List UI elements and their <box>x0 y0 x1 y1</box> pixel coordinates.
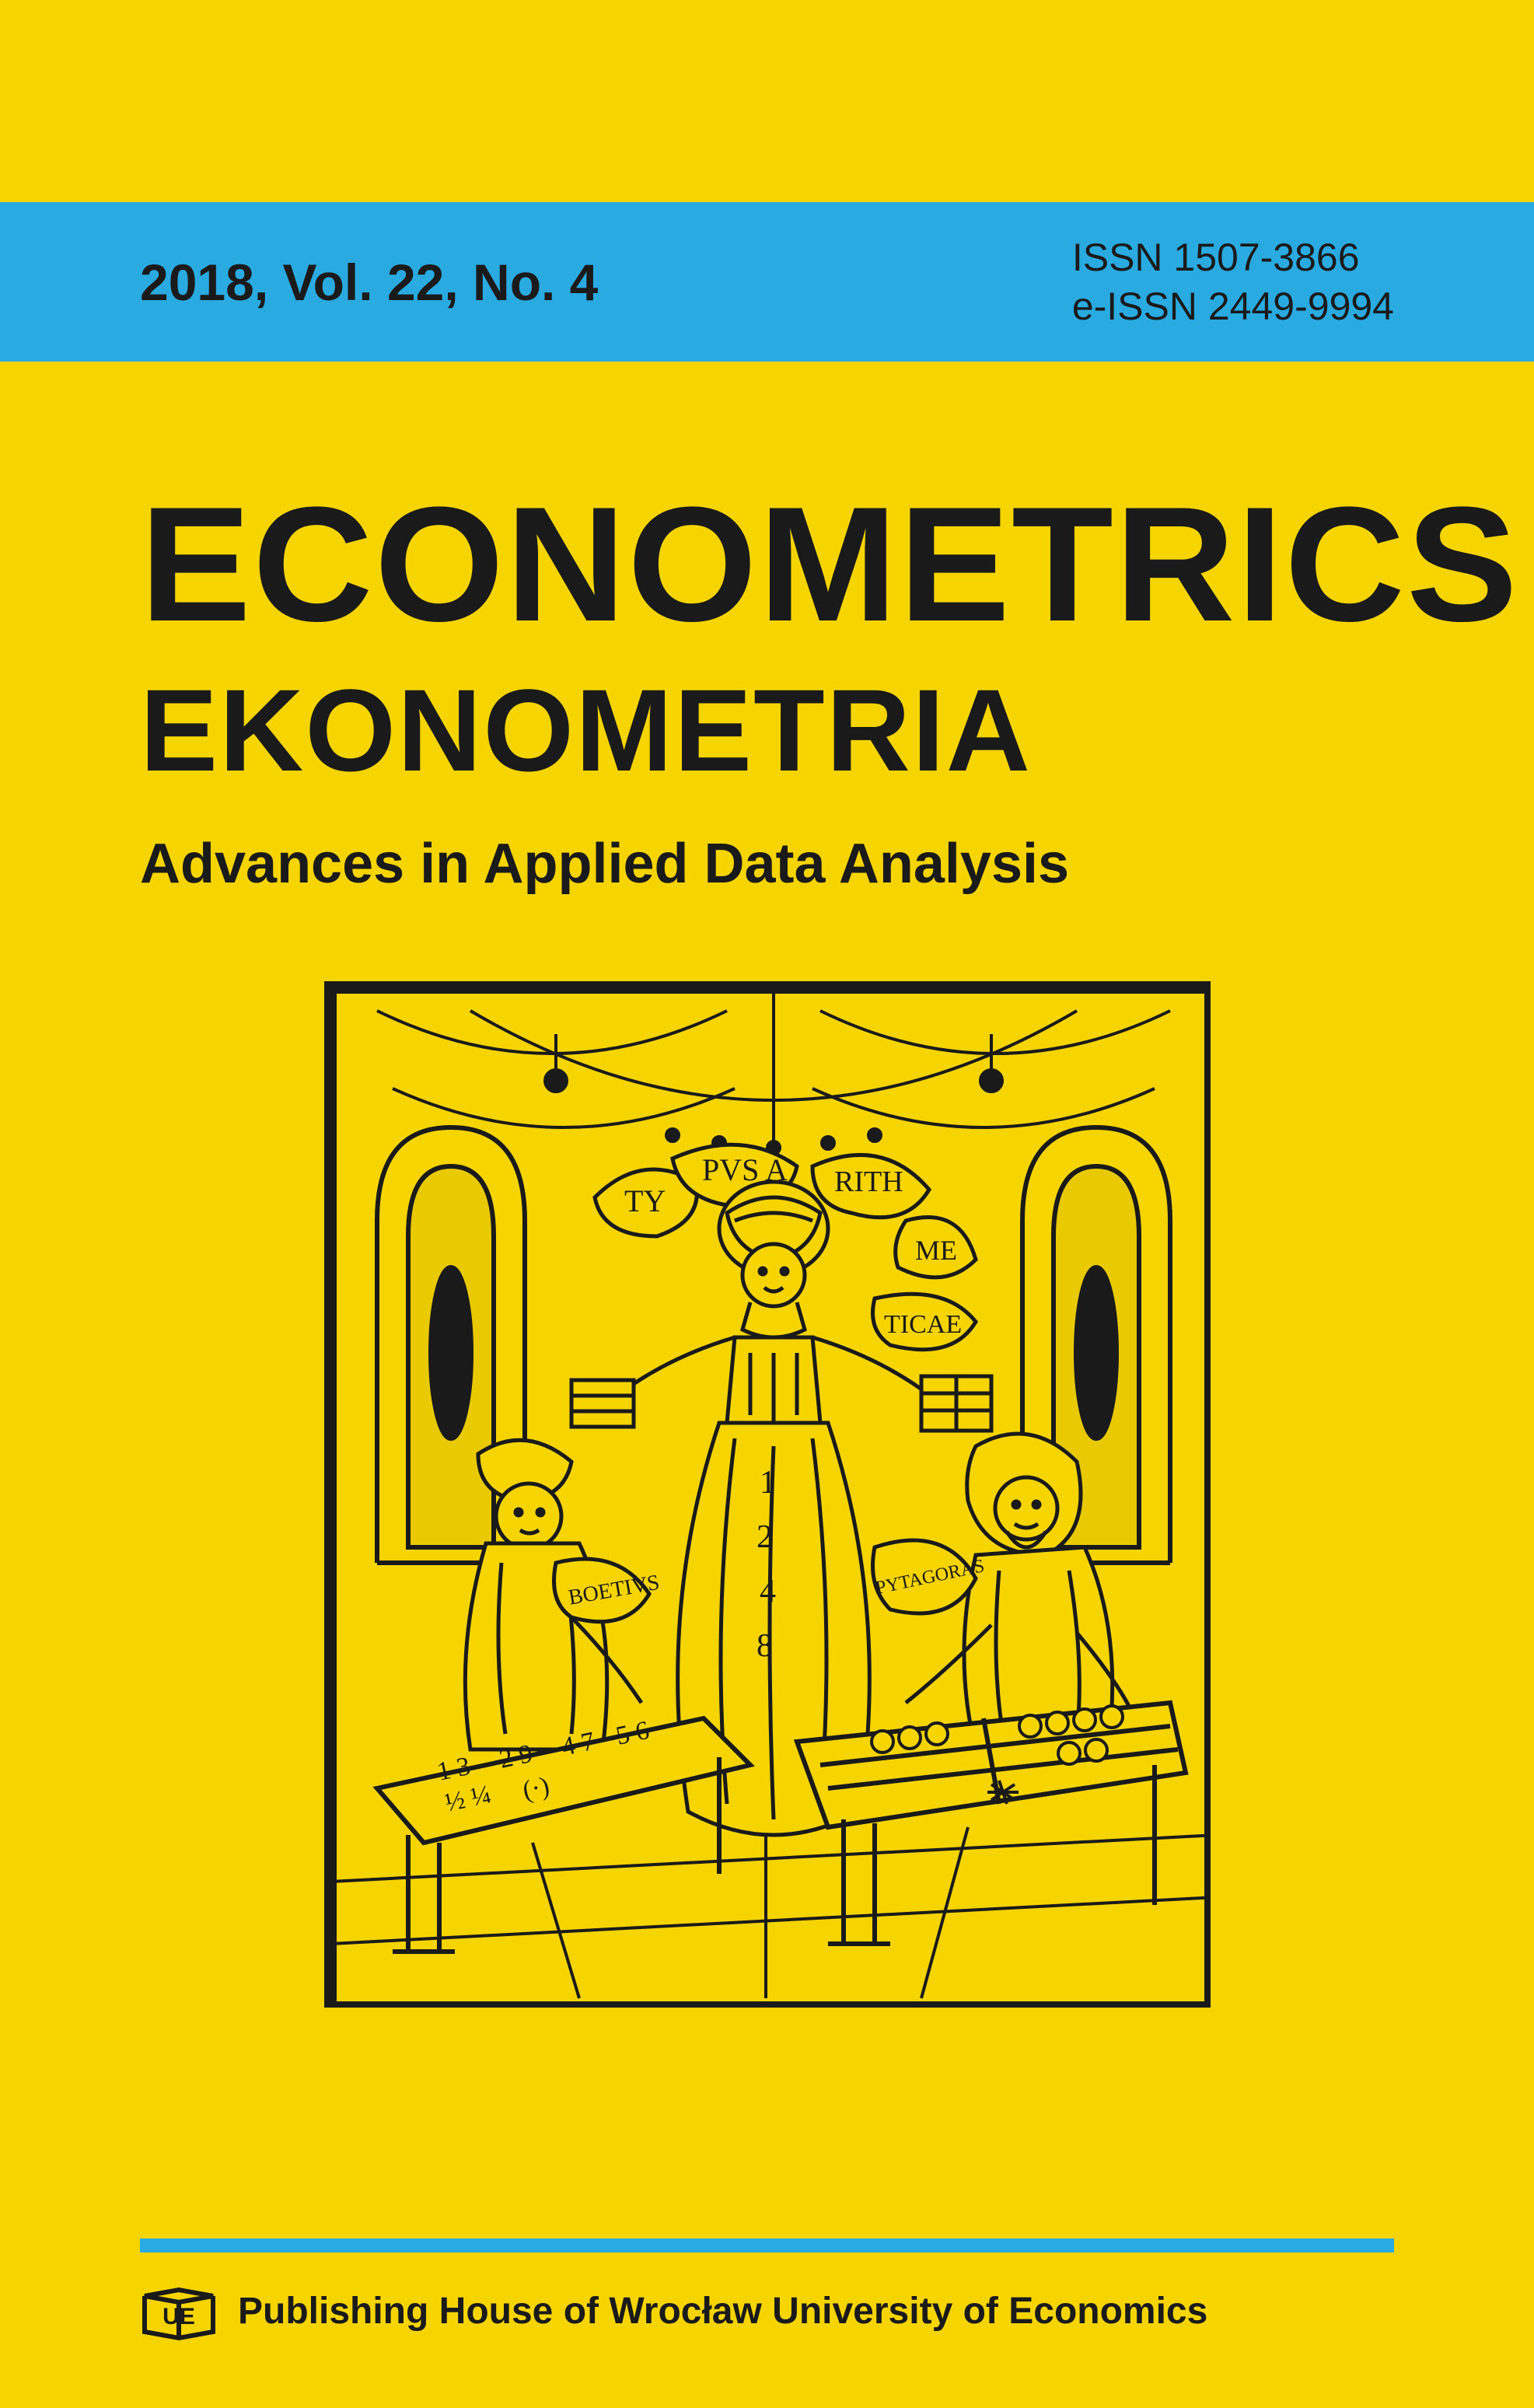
banner-word-5: TICAE <box>884 1310 962 1339</box>
journal-title-main: ECONOMETRICS <box>140 470 1534 659</box>
svg-text:1: 1 <box>760 1465 776 1501</box>
issue-info-band: 2018, Vol. 22, No. 4 ISSN 1507-3866 e-IS… <box>0 202 1534 362</box>
publisher-logo-label: UE <box>162 2304 195 2329</box>
illustration-container: TY PVS A RITH ME TICAE <box>0 981 1534 2008</box>
title-block: ECONOMETRICS EKONOMETRIA Advances in App… <box>0 470 1534 896</box>
svg-text:2: 2 <box>757 1519 773 1555</box>
svg-text:4: 4 <box>760 1574 776 1609</box>
publisher-row: UE Publishing House of Wrocław Universit… <box>140 2280 1207 2341</box>
volume-info: 2018, Vol. 22, No. 4 <box>140 253 598 312</box>
banner-word-4: ME <box>915 1235 957 1266</box>
issn-block: ISSN 1507-3866 e-ISSN 2449-9994 <box>1072 233 1394 330</box>
publisher-name: Publishing House of Wrocław University o… <box>238 2290 1207 2333</box>
bottom-divider-rule <box>140 2238 1394 2252</box>
banner-word-3: RITH <box>834 1166 903 1198</box>
journal-subtitle: Advances in Applied Data Analysis <box>140 832 1534 896</box>
arithmetic-woodcut-svg: TY PVS A RITH ME TICAE <box>330 987 1211 2008</box>
svg-text:8: 8 <box>757 1628 773 1664</box>
banner-word-1: TY <box>624 1183 666 1218</box>
journal-title-sub: EKONOMETRIA <box>140 663 1534 798</box>
issn-electronic: e-ISSN 2449-9994 <box>1072 282 1394 331</box>
publisher-logo-icon: UE <box>140 2280 218 2341</box>
woodcut-illustration: TY PVS A RITH ME TICAE <box>324 981 1211 2008</box>
issn-print: ISSN 1507-3866 <box>1072 233 1394 282</box>
